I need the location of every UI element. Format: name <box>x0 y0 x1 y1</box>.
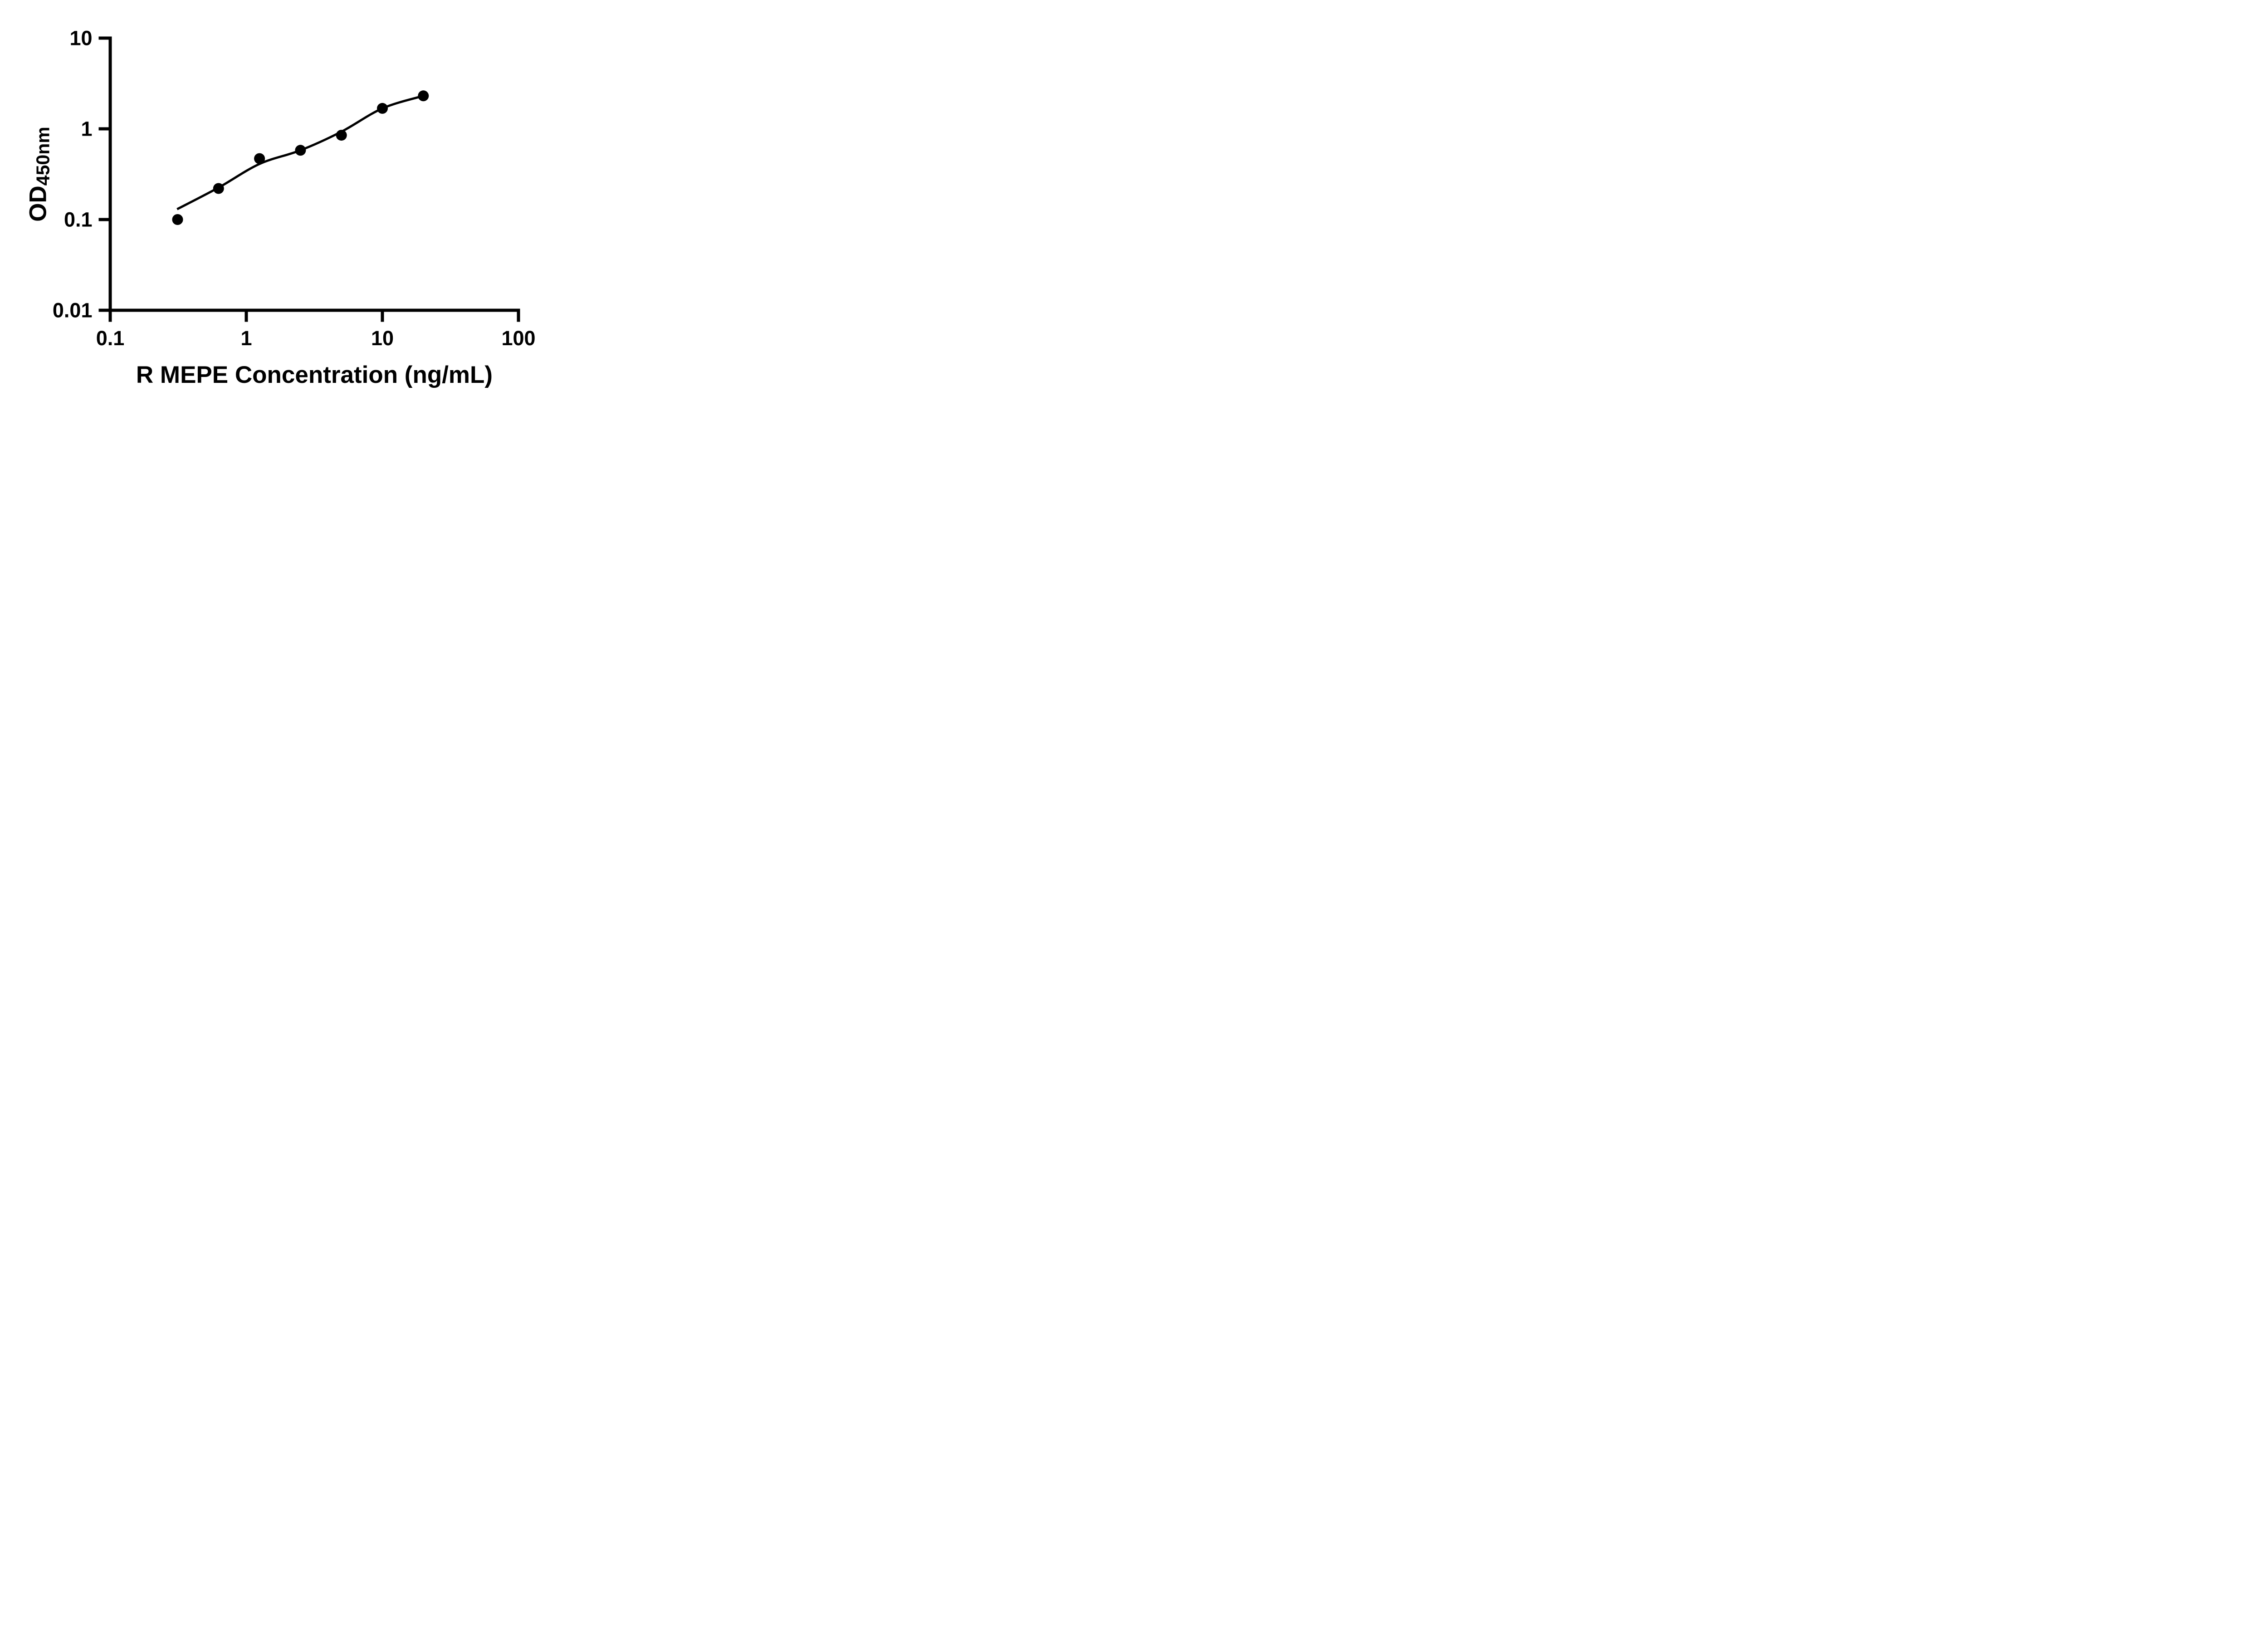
data-point <box>377 103 388 114</box>
data-point <box>418 90 429 102</box>
y-tick-label-1: 1 <box>81 117 93 141</box>
x-axis-title: R MEPE Concentration (ng/mL) <box>136 362 493 388</box>
axis-spines <box>108 36 520 312</box>
y-axis-title-subscript: 450nm <box>32 127 54 186</box>
elisa-standard-curve-figure: OD450nm R MEPE Concentration (ng/mL) 10 1… <box>0 0 583 408</box>
y-tick-label-0.01: 0.01 <box>52 298 93 322</box>
x-tick-label-0.1: 0.1 <box>96 326 125 350</box>
data-point <box>336 130 347 141</box>
y-tick-label-0.1: 0.1 <box>64 208 93 231</box>
x-tick-label-100: 100 <box>501 326 536 350</box>
data-point <box>213 183 224 194</box>
plot-area <box>98 36 520 322</box>
y-tick-label-10: 10 <box>69 26 93 50</box>
data-point <box>172 214 183 225</box>
x-tick-label-10: 10 <box>371 326 394 350</box>
data-point <box>295 145 306 156</box>
y-axis-title: OD450nm <box>24 127 54 222</box>
x-tick-label-1: 1 <box>240 326 252 350</box>
y-axis-title-base: OD <box>24 186 52 222</box>
data-point <box>254 153 265 164</box>
